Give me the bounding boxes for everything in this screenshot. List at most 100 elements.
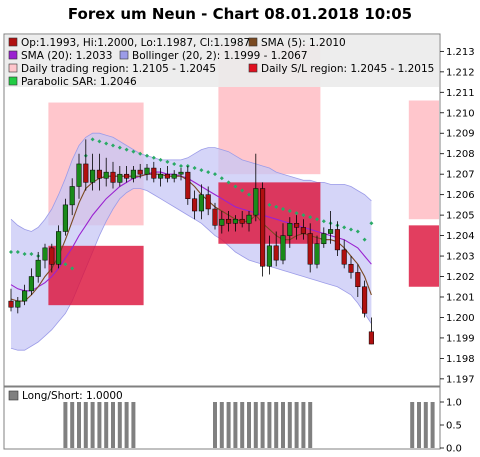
sma5-swatch-icon (248, 37, 258, 47)
psar-point-41 (287, 209, 292, 214)
legend-entry-0: Op:1.1993, Hi:1.2000, Lo:1.1987, Cl:1.19… (21, 37, 250, 49)
ohlc-swatch-icon (8, 37, 18, 47)
candle-23 (164, 165, 170, 183)
candle-body-10 (76, 163, 82, 187)
psar-point-14 (104, 141, 109, 146)
candle-body-6 (49, 247, 55, 265)
psar-point-35 (247, 192, 251, 197)
candle-30 (212, 202, 218, 230)
candle-39 (273, 231, 279, 267)
candle-19 (137, 163, 143, 179)
candle-body-12 (90, 169, 96, 183)
candle-body-5 (42, 247, 48, 261)
candle-51 (355, 264, 361, 297)
long-short-swatch-icon (8, 390, 19, 401)
psar-point-52 (362, 237, 367, 242)
candle-body-16 (117, 173, 123, 183)
long-short-bar-20 (274, 402, 279, 448)
psar-point-51 (355, 229, 360, 234)
candle-8 (62, 198, 68, 236)
psar-point-2 (22, 252, 27, 257)
candle-body-28 (198, 194, 204, 212)
psar-point-21 (151, 155, 156, 160)
candle-35 (246, 211, 252, 232)
candle-body-2 (22, 290, 28, 302)
y-tick-label-3: 1.200 (446, 313, 475, 324)
long-short-bar-3 (83, 402, 88, 448)
psar-point-15 (111, 143, 115, 148)
candle-body-20 (144, 167, 150, 175)
candle-10 (76, 153, 82, 199)
candle-40 (280, 223, 286, 265)
candle-25 (178, 168, 184, 181)
long-short-bar-9 (124, 402, 129, 448)
psar-point-8 (63, 262, 68, 267)
candle-body-4 (35, 259, 41, 277)
y-tick-label-8: 1.205 (446, 211, 475, 222)
legend-entry-2: SMA (20): 1.2033 (21, 50, 112, 62)
psar-point-32 (226, 180, 231, 185)
candle-36 (253, 153, 259, 222)
candle-body-49 (341, 249, 347, 265)
long-short-axis: 0.0 0.5 1.0 (440, 398, 462, 455)
y-tick-label-16: 1.213 (446, 47, 475, 58)
psar-point-0 (9, 249, 13, 254)
candle-43 (300, 219, 306, 240)
candle-26 (185, 165, 191, 205)
psar-point-45 (315, 217, 319, 222)
long-short-bar-19 (267, 402, 272, 448)
sub-tick-label-1: 0.5 (446, 421, 462, 432)
candle-body-19 (137, 169, 143, 175)
candle-6 (49, 243, 55, 273)
psar-point-3 (29, 252, 34, 257)
candle-body-37 (260, 188, 266, 267)
trading-region-2 (408, 100, 439, 220)
candle-31 (219, 211, 225, 234)
candle-body-26 (185, 171, 191, 199)
long-short-bar-11 (213, 402, 217, 448)
candle-body-14 (103, 171, 109, 179)
psar-swatch-icon (8, 76, 18, 86)
y-tick-label-7: 1.204 (446, 231, 475, 242)
candle-body-48 (334, 229, 340, 251)
sub-tick-label-0: 0.0 (446, 444, 462, 455)
legend-entry-4: Daily trading region: 1.2105 - 1.2045 (21, 63, 216, 75)
candle-body-31 (219, 218, 225, 226)
psar-point-28 (199, 168, 204, 173)
candle-3 (28, 268, 34, 295)
legend-entry-1: SMA (5): 1.2010 (261, 37, 346, 49)
candle-body-1 (15, 300, 21, 308)
candle-4 (35, 251, 41, 283)
candle-9 (69, 178, 75, 216)
candle-24 (171, 170, 177, 183)
candle-body-13 (96, 169, 102, 179)
chart-title: Forex um Neun - Chart 08.01.2018 10:05 (68, 5, 412, 23)
legend-box (5, 35, 439, 87)
long-short-bar-23 (294, 402, 299, 448)
candle-17 (124, 165, 130, 183)
candle-32 (226, 211, 232, 232)
y-tick-label-15: 1.212 (446, 67, 475, 78)
psar-point-39 (274, 204, 279, 209)
sl-region-2 (408, 225, 439, 287)
candle-body-7 (56, 231, 62, 265)
psar-point-44 (308, 215, 313, 220)
y-tick-label-14: 1.211 (446, 88, 475, 99)
long-short-bar-21 (281, 402, 285, 448)
candle-body-25 (178, 171, 184, 175)
long-short-bar-2 (77, 402, 81, 448)
candle-5 (42, 243, 48, 269)
psar-point-42 (294, 211, 299, 216)
psar-point-31 (219, 176, 224, 181)
candle-11 (83, 139, 89, 191)
candle-body-0 (8, 300, 14, 308)
y-tick-label-11: 1.208 (446, 149, 475, 160)
psar-point-25 (179, 163, 183, 168)
candles-layer (8, 139, 374, 345)
candle-body-11 (83, 163, 89, 183)
legend: Op:1.1993, Hi:1.2000, Lo:1.1987, Cl:1.19… (8, 37, 434, 88)
candle-0 (8, 288, 14, 312)
long-short-bar-18 (260, 402, 265, 448)
legend-entry-3: Bollinger (20, 2): 1.1999 - 1.2067 (132, 50, 308, 62)
candle-body-30 (212, 208, 218, 226)
